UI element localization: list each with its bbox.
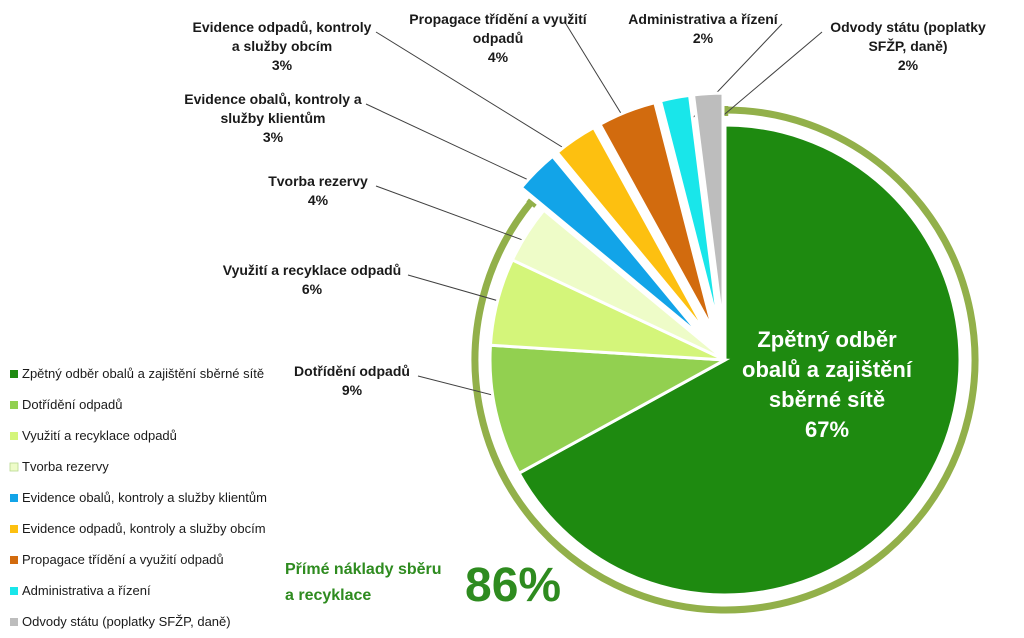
legend-label: Evidence obalů, kontroly a služby klient… <box>22 490 267 505</box>
slice-label: SFŽP, daně) <box>868 37 947 54</box>
slice-label: Propagace třídění a využití <box>409 11 587 27</box>
legend-swatch <box>10 401 18 409</box>
slice-label: Evidence odpadů, kontroly <box>193 19 372 35</box>
slice-label: 4% <box>308 192 329 208</box>
legend-label: Využití a recyklace odpadů <box>22 428 177 443</box>
slice-label: 2% <box>693 30 714 46</box>
pie-slice <box>517 123 962 597</box>
slice-label: 9% <box>342 382 363 398</box>
leader-line <box>709 31 823 127</box>
direct-cost-bracket <box>471 106 979 614</box>
legend-label: Dotřídění odpadů <box>22 397 122 412</box>
legend-swatch <box>9 462 19 472</box>
slice-label: 3% <box>272 57 293 73</box>
legend-swatch <box>10 525 18 533</box>
legend-label: Propagace třídění a využití odpadů <box>22 552 224 567</box>
pie-slice <box>510 208 726 362</box>
slice-label: Dotřídění odpadů <box>294 363 410 379</box>
legend-swatch <box>10 587 18 595</box>
pie-slice <box>519 154 704 339</box>
legend-swatch <box>10 370 18 378</box>
legend-label: Zpětný odběr obalů a zajištění sběrné sí… <box>22 366 264 381</box>
slice-label: Administrativa a řízení <box>628 11 778 27</box>
slice-label: obalů a zajištění <box>742 357 913 382</box>
pie-slice <box>691 91 725 329</box>
pie-slice <box>658 93 721 329</box>
slice-label: 67% <box>805 417 849 442</box>
leader-line <box>375 31 594 167</box>
slice-label: a služby obcím <box>232 38 332 54</box>
slice-label: Evidence obalů, kontroly a <box>184 91 362 107</box>
slice-label: Využití a recyklace odpadů <box>223 262 401 278</box>
legend-swatch <box>10 494 18 502</box>
legend-swatch <box>10 432 18 440</box>
slice-label: odpadů <box>473 30 524 46</box>
pie-slice <box>488 343 731 476</box>
legend-swatch <box>10 556 18 564</box>
slice-label: 6% <box>302 281 323 297</box>
slice-label: Tvorba rezervy <box>268 173 368 189</box>
legend-swatch <box>10 618 18 626</box>
bracket-tick <box>526 198 537 208</box>
annotation-text: Přímé náklady sběru <box>285 561 442 578</box>
legend-label: Administrativa a řízení <box>22 583 151 598</box>
pie-slice <box>555 125 709 335</box>
pie-slice <box>597 100 715 331</box>
annotation-text: a recyklace <box>285 587 371 604</box>
legend-label: Tvorba rezervy <box>22 459 109 474</box>
annotation-value: 86% <box>465 559 561 612</box>
slice-label: Zpětný odběr <box>757 327 897 352</box>
slice-label: sběrné sítě <box>769 387 885 412</box>
legend-label: Evidence odpadů, kontroly a služby obcím <box>22 521 266 536</box>
slice-label: 4% <box>488 49 509 65</box>
legend-label: Odvody státu (poplatky SFŽP, daně) <box>22 614 231 629</box>
slice-label: 2% <box>898 57 919 73</box>
slice-label: služby klientům <box>220 110 325 126</box>
slice-label: 3% <box>263 129 284 145</box>
slice-label: Odvody státu (poplatky <box>830 19 986 35</box>
